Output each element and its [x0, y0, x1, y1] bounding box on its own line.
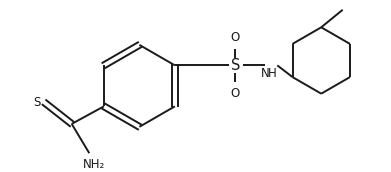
Text: O: O — [231, 87, 240, 100]
Text: S: S — [231, 58, 240, 73]
Text: S: S — [33, 96, 40, 109]
Text: H: H — [268, 67, 277, 80]
Text: O: O — [231, 31, 240, 44]
Text: NH₂: NH₂ — [83, 158, 105, 171]
Text: N: N — [261, 67, 270, 80]
